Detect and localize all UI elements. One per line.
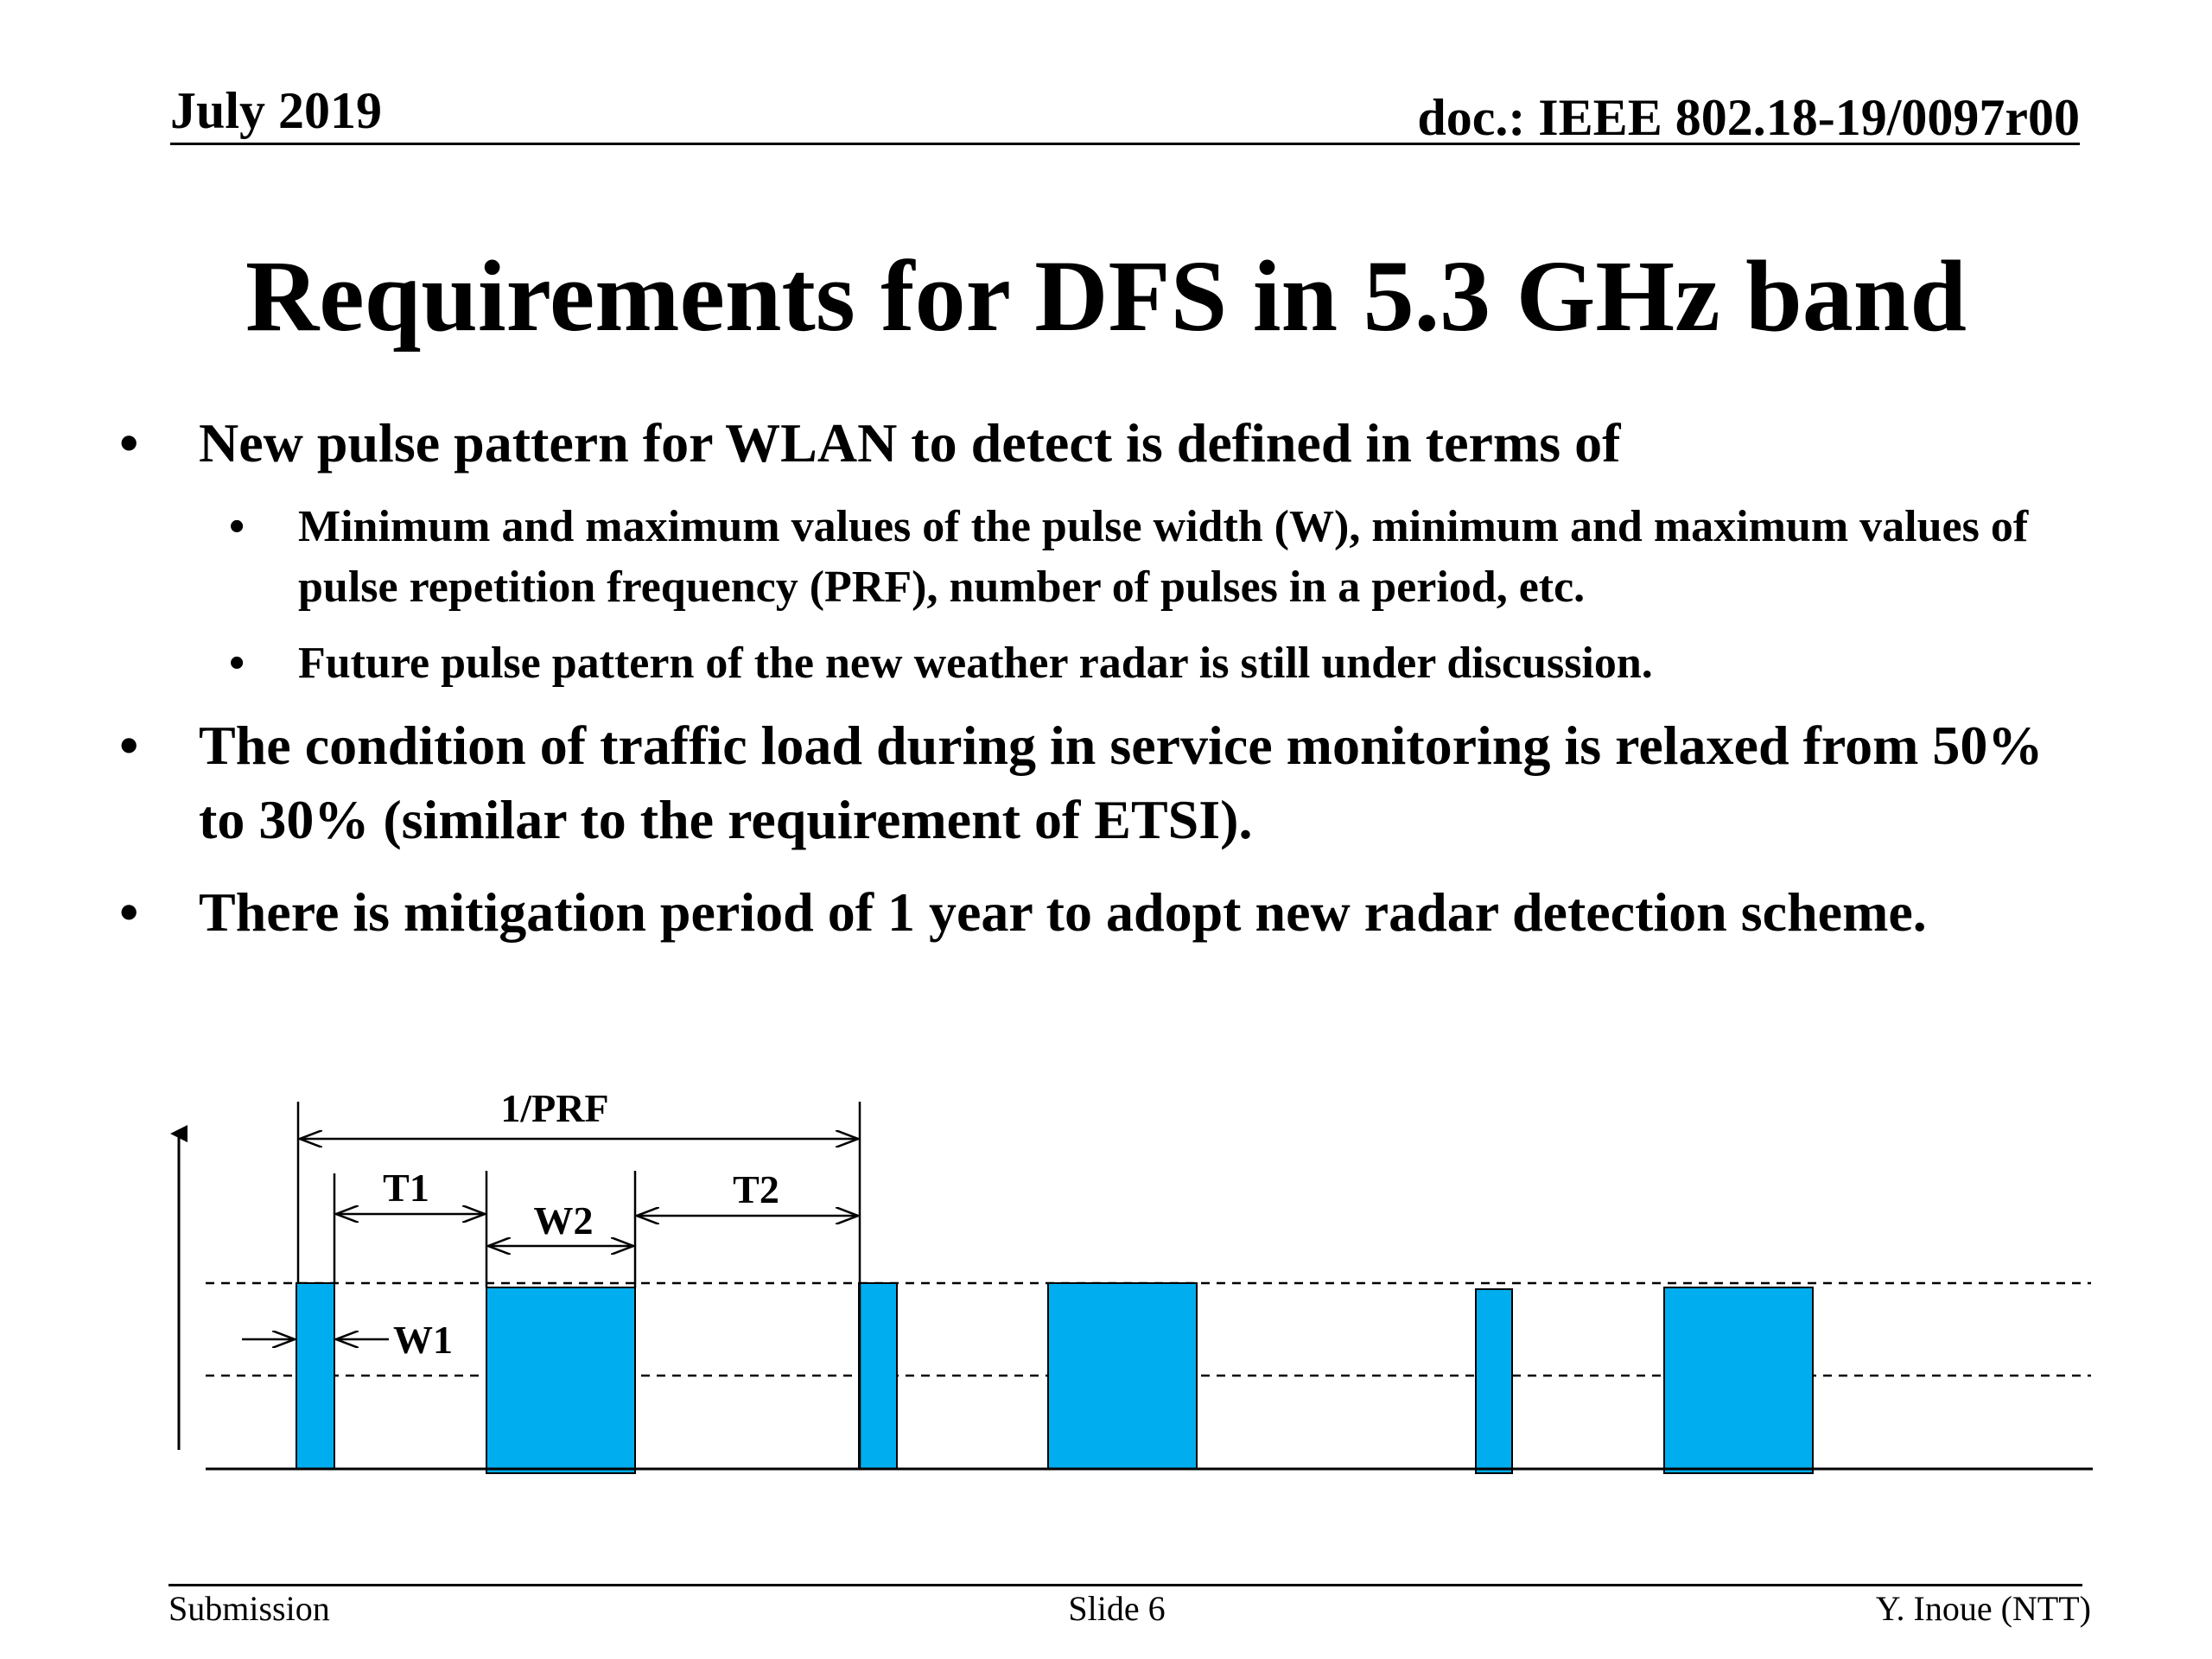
w2-label: W2	[534, 1198, 594, 1243]
sub-bullet-1-2-text: Future pulse pattern of the new weather …	[298, 639, 1653, 688]
pulse-train	[296, 1282, 1814, 1474]
pulse-3	[858, 1282, 898, 1470]
header-doc-id: doc.: IEEE 802.18-19/0097r00	[1417, 89, 2080, 146]
pulse-4	[1047, 1282, 1198, 1470]
bullet-marker: •	[119, 881, 139, 943]
bullet-1: • New pulse pattern for WLAN to detect i…	[119, 406, 2056, 480]
bullet-3-text: There is mitigation period of 1 year to …	[199, 881, 1927, 943]
pulse-2	[486, 1287, 636, 1474]
footer-slide-number: Slide 6	[1068, 1589, 1166, 1628]
footer-submission: Submission	[168, 1589, 330, 1628]
sub-bullet-1-2: • Future pulse pattern of the new weathe…	[229, 633, 2069, 694]
w1-label: W1	[393, 1318, 453, 1362]
pulse-5	[1475, 1288, 1513, 1474]
footer-divider	[168, 1584, 2082, 1586]
footer-author: Y. Inoue (NTT)	[1875, 1589, 2091, 1628]
sub-bullet-1-1-text: Minimum and maximum values of the pulse …	[298, 502, 2029, 612]
sub-bullet-1-1: • Minimum and maximum values of the puls…	[229, 497, 2069, 618]
pulse-6	[1663, 1287, 1814, 1474]
sub-bullet-marker: •	[229, 502, 245, 551]
bullet-2: • The condition of traffic load during i…	[119, 709, 2056, 857]
bullet-marker: •	[119, 715, 139, 776]
slide-title: Requirements for DFS in 5.3 GHz band	[245, 239, 1967, 353]
prf-label: 1/PRF	[500, 1086, 608, 1130]
t1-label: T1	[383, 1166, 429, 1210]
sub-bullet-marker: •	[229, 639, 245, 688]
t2-label: T2	[733, 1167, 779, 1211]
bullet-3: • There is mitigation period of 1 year t…	[119, 875, 2056, 950]
bullet-marker: •	[119, 412, 139, 474]
pulse-1	[296, 1282, 335, 1470]
header-divider	[170, 143, 2080, 145]
header-date: July 2019	[170, 82, 383, 139]
bullet-1-text: New pulse pattern for WLAN to detect is …	[199, 412, 1621, 474]
bullet-2-text: The condition of traffic load during in …	[199, 715, 2044, 850]
pulse-pattern-diagram: 1/PRF T1 W2 T2 W1	[170, 1086, 2093, 1474]
